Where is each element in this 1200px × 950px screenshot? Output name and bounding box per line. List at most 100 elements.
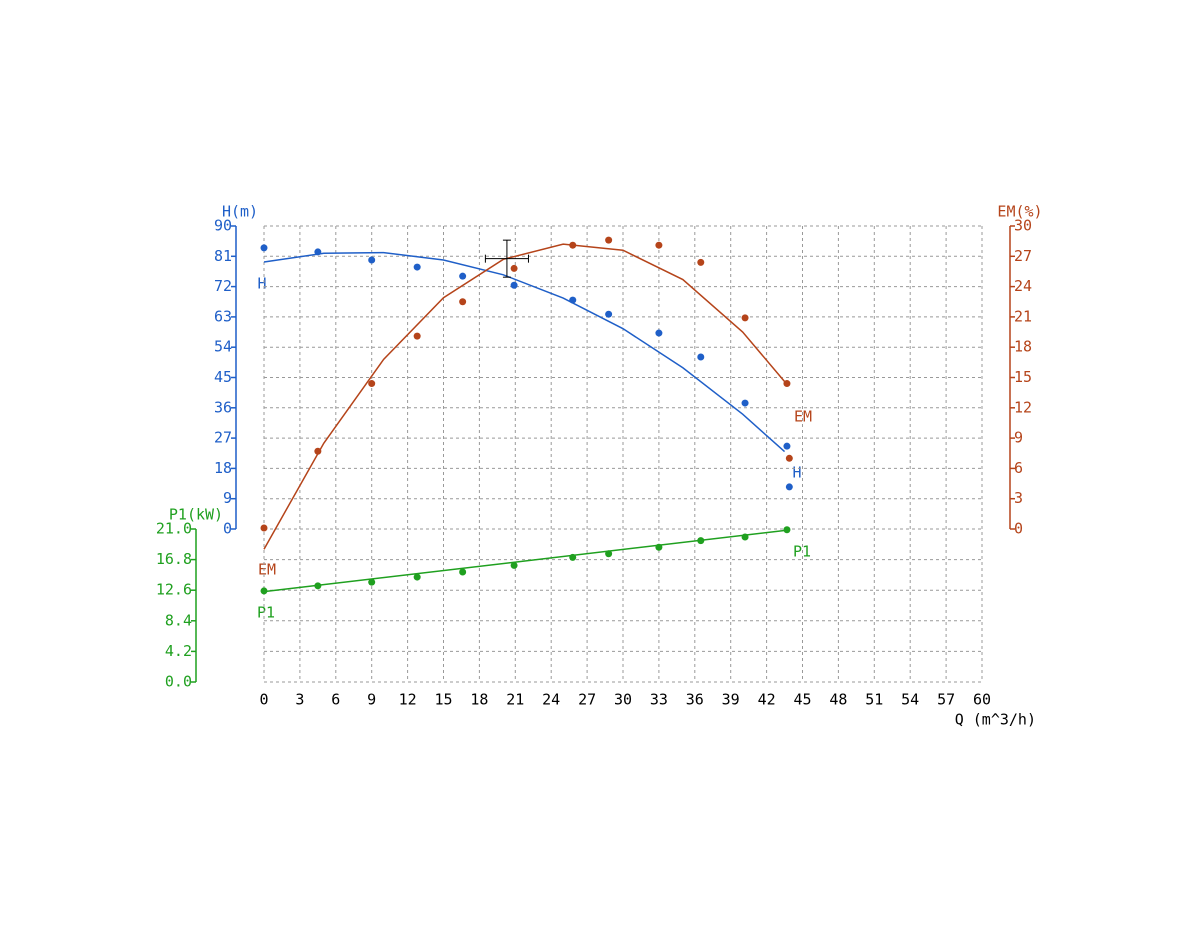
data-point	[260, 244, 268, 252]
fit-curve	[263, 251, 786, 453]
x-tick-label: 54	[901, 691, 919, 709]
y-tick-label: 54	[214, 338, 232, 356]
x-tick-label: 3	[295, 691, 304, 709]
data-point	[697, 537, 705, 545]
data-point	[655, 543, 663, 551]
y2-tick-label: 0	[1014, 520, 1023, 538]
data-point	[783, 442, 791, 450]
y2-tick-label: 15	[1014, 368, 1032, 386]
y-tick-label: 27	[214, 429, 232, 447]
y-tick-label: 0	[223, 520, 232, 538]
curve-label: P1	[257, 604, 275, 622]
data-point	[655, 241, 663, 249]
data-point	[260, 524, 268, 532]
data-point	[697, 258, 705, 266]
data-point	[605, 236, 613, 244]
data-point	[569, 296, 577, 304]
data-point	[459, 272, 467, 280]
data-point	[697, 353, 705, 361]
x-tick-label: 30	[614, 691, 632, 709]
y3-tick-label: 16.8	[156, 550, 192, 568]
data-point	[260, 587, 268, 595]
y-tick-label: 9	[223, 489, 232, 507]
curve-label: EM	[258, 561, 276, 579]
y3-tick-label: 8.4	[165, 611, 192, 629]
y2-tick-label: 12	[1014, 398, 1032, 416]
data-point	[569, 553, 577, 561]
data-point	[655, 329, 663, 337]
fit-curve	[263, 243, 786, 550]
y2-tick-label: 27	[1014, 247, 1032, 265]
data-point	[741, 399, 749, 407]
y-tick-label: 18	[214, 459, 232, 477]
data-point	[368, 256, 376, 264]
data-point	[510, 264, 518, 272]
data-point	[569, 241, 577, 249]
y3-tick-label: 12.6	[156, 581, 192, 599]
y2-tick-label: 24	[1014, 277, 1032, 295]
fit-curve	[263, 529, 785, 593]
data-point	[741, 314, 749, 322]
curve-label: H	[792, 464, 801, 482]
data-point	[510, 281, 518, 289]
y-tick-label: 90	[214, 217, 232, 235]
y-tick-label: 36	[214, 398, 232, 416]
data-point	[413, 263, 421, 271]
data-point	[314, 447, 322, 455]
data-point	[413, 573, 421, 581]
x-tick-label: 6	[331, 691, 340, 709]
y-tick-label: 63	[214, 307, 232, 325]
data-point	[368, 578, 376, 586]
data-point	[783, 380, 791, 388]
data-point	[783, 526, 791, 534]
x-tick-label: 45	[793, 691, 811, 709]
x-tick-label: 27	[578, 691, 596, 709]
y3-tick-label: 4.2	[165, 642, 192, 660]
x-tick-label: 15	[434, 691, 452, 709]
x-tick-label: 33	[650, 691, 668, 709]
data-point	[785, 454, 793, 462]
x-tick-label: 48	[829, 691, 847, 709]
data-point	[741, 533, 749, 541]
data-point	[459, 298, 467, 306]
y-axis-title: H(m)	[222, 203, 258, 221]
curve-label: H	[257, 275, 266, 293]
y2-tick-label: 30	[1014, 217, 1032, 235]
data-point	[510, 561, 518, 569]
x-tick-label: 9	[367, 691, 376, 709]
x-axis-title: Q (m^3/h)	[955, 711, 1036, 729]
y2-tick-label: 9	[1014, 429, 1023, 447]
data-point	[459, 568, 467, 576]
x-tick-label: 42	[758, 691, 776, 709]
x-tick-label: 0	[259, 691, 268, 709]
y2-tick-label: 6	[1014, 459, 1023, 477]
y3-tick-label: 21.0	[156, 520, 192, 538]
y2-tick-label: 18	[1014, 338, 1032, 356]
x-tick-label: 12	[399, 691, 417, 709]
curve-label: EM	[794, 408, 812, 426]
x-tick-label: 36	[686, 691, 704, 709]
data-point	[314, 582, 322, 590]
data-point	[605, 310, 613, 318]
x-tick-label: 57	[937, 691, 955, 709]
data-point	[314, 248, 322, 256]
x-tick-label: 51	[865, 691, 883, 709]
x-tick-label: 39	[722, 691, 740, 709]
y-tick-label: 72	[214, 277, 232, 295]
x-tick-label: 21	[506, 691, 524, 709]
data-point	[785, 483, 793, 491]
x-tick-label: 60	[973, 691, 991, 709]
y-tick-label: 45	[214, 368, 232, 386]
x-tick-label: 18	[470, 691, 488, 709]
data-point	[605, 550, 613, 558]
y2-tick-label: 21	[1014, 307, 1032, 325]
y2-tick-label: 3	[1014, 489, 1023, 507]
y3-tick-label: 0.0	[165, 673, 192, 691]
x-tick-label: 24	[542, 691, 560, 709]
y-tick-label: 81	[214, 247, 232, 265]
data-point	[413, 332, 421, 340]
data-point	[368, 380, 376, 388]
y3-axis-title: P1(kW)	[169, 506, 223, 524]
